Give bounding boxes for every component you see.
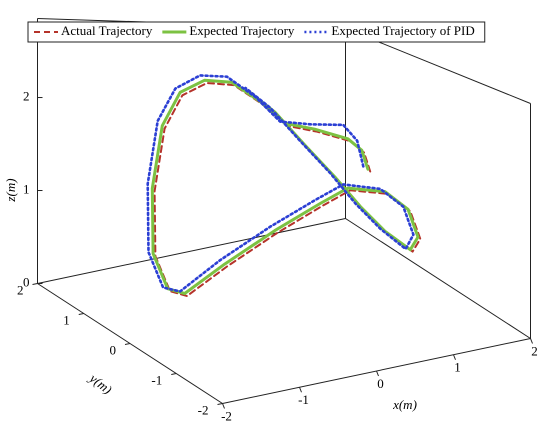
tick-mark bbox=[32, 283, 38, 285]
legend-label: Expected Trajectory of PID bbox=[331, 23, 474, 38]
legend-label: Expected Trajectory bbox=[189, 23, 295, 38]
y-tick-label: 0 bbox=[110, 342, 117, 357]
z-tick-label: 1 bbox=[23, 182, 30, 197]
tick-mark bbox=[171, 373, 177, 375]
tick-mark bbox=[299, 387, 302, 393]
y-axis-label: y(m) bbox=[85, 369, 115, 397]
trajectory bbox=[146, 74, 415, 293]
tick-mark bbox=[530, 338, 533, 344]
tick-mark bbox=[453, 354, 456, 360]
trajectory bbox=[150, 78, 420, 295]
box-edge bbox=[345, 218, 531, 339]
z-axis-label: z(m) bbox=[3, 178, 18, 202]
tick-mark bbox=[376, 370, 379, 377]
z-tick-label: 0 bbox=[23, 274, 30, 289]
tick-mark bbox=[217, 403, 223, 405]
x-tick-label: 0 bbox=[377, 376, 384, 391]
tick-mark bbox=[222, 403, 225, 409]
x-tick-label: -2 bbox=[221, 408, 232, 423]
tick-mark bbox=[78, 313, 84, 315]
tick-mark bbox=[124, 343, 131, 345]
x-tick-label: 2 bbox=[531, 343, 538, 358]
y-tick-label: 2 bbox=[17, 282, 24, 297]
x-tick-label: 1 bbox=[454, 360, 461, 375]
y-tick-label: -2 bbox=[198, 402, 209, 417]
y-tick-label: -1 bbox=[151, 372, 162, 387]
x-tick-label: -1 bbox=[298, 392, 309, 407]
x-axis-label: x(m) bbox=[392, 397, 417, 412]
z-tick-label: 2 bbox=[23, 89, 30, 104]
legend-label: Actual Trajectory bbox=[61, 23, 153, 38]
y-tick-label: 1 bbox=[63, 312, 70, 327]
legend: Actual Trajectory Expected Trajectory Expe… bbox=[27, 21, 486, 43]
legend-box bbox=[27, 21, 486, 43]
box-edge bbox=[37, 218, 346, 284]
